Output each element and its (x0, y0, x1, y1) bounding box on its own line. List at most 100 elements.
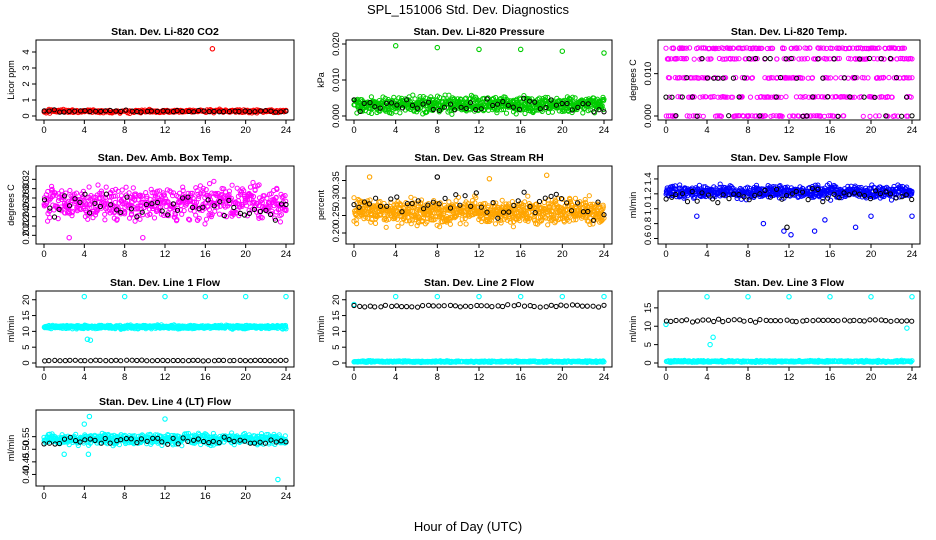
data-point (484, 209, 490, 215)
data-point (893, 195, 899, 201)
data-point (807, 45, 813, 51)
data-point (103, 191, 110, 197)
data-point (277, 219, 283, 225)
data-point (206, 109, 212, 115)
data-point (118, 358, 124, 364)
data-point (209, 46, 216, 52)
data-point (452, 107, 458, 113)
x-tick-label: 0 (351, 125, 356, 136)
data-point (102, 108, 109, 114)
y-tick-label: 0 (331, 360, 342, 365)
data-point (283, 198, 289, 204)
data-point (263, 207, 269, 213)
data-point (52, 357, 58, 363)
data-point (600, 204, 606, 210)
data-point (833, 75, 839, 81)
data-point (532, 210, 538, 216)
data-point (160, 357, 166, 363)
data-point (572, 95, 578, 101)
data-point (388, 196, 394, 202)
data-point (87, 337, 94, 343)
data-point (420, 101, 426, 107)
data-point (733, 75, 739, 81)
data-point (903, 192, 909, 198)
data-point (498, 220, 504, 226)
data-point (72, 108, 78, 114)
data-point (831, 56, 837, 62)
series-0 (41, 293, 289, 343)
data-point (867, 196, 874, 202)
x-tick-label: 24 (281, 125, 292, 136)
data-point (700, 94, 706, 100)
data-point (221, 109, 227, 115)
data-point (447, 101, 454, 107)
data-point (247, 184, 254, 190)
data-point (93, 209, 100, 215)
data-point (472, 200, 478, 206)
y-tick-label: 0.32 (21, 170, 32, 189)
data-point (470, 94, 476, 100)
data-point (663, 45, 669, 51)
data-point (752, 192, 758, 198)
data-point (872, 94, 878, 100)
data-point (757, 191, 763, 197)
data-point (77, 199, 83, 205)
data-point (824, 56, 830, 62)
data-point (478, 106, 484, 112)
data-point (478, 204, 484, 210)
data-point (759, 45, 765, 51)
data-point (567, 195, 573, 201)
data-point (532, 99, 538, 105)
y-axis-label: ml/min (6, 316, 16, 343)
x-tick-label: 20 (866, 249, 877, 260)
data-point (517, 46, 524, 53)
panel-title: Stan. Dev. Line 2 Flow (424, 277, 535, 289)
data-point (372, 104, 378, 110)
x-tick-label: 4 (82, 125, 87, 136)
data-point (47, 205, 53, 211)
data-point (84, 336, 91, 343)
data-point (889, 94, 895, 100)
data-point (762, 113, 769, 119)
x-tick-label: 24 (907, 249, 918, 260)
y-axis-label: percent (316, 189, 326, 220)
y-tick-label: 0.24 (21, 207, 32, 226)
data-point (82, 108, 88, 114)
y-tick-label: 0.20 (21, 226, 32, 245)
data-point (526, 96, 532, 102)
data-point (434, 44, 441, 51)
data-point (760, 220, 767, 227)
data-point (494, 101, 501, 107)
data-point (259, 215, 265, 221)
data-point (859, 75, 865, 81)
data-point (684, 113, 690, 119)
data-point (200, 185, 206, 191)
data-point (351, 97, 357, 103)
data-point (543, 215, 549, 221)
panel-title: Stan. Dev. Line 1 Flow (110, 277, 221, 289)
data-point (236, 202, 243, 208)
data-point (784, 224, 790, 231)
y-axis-label: kPa (316, 72, 326, 88)
x-tick-label: 0 (351, 372, 356, 383)
data-point (891, 75, 897, 81)
data-point (591, 109, 597, 115)
data-point (691, 56, 697, 62)
data-point (726, 113, 732, 119)
data-point (126, 190, 132, 196)
data-point (753, 113, 759, 119)
data-point (357, 108, 363, 115)
x-tick-label: 20 (240, 125, 251, 136)
data-point (180, 184, 186, 190)
data-point (684, 45, 690, 51)
data-point (457, 202, 463, 208)
data-point (809, 194, 815, 200)
data-point (746, 56, 752, 62)
y-tick-label: 2 (21, 81, 32, 86)
data-point (447, 205, 454, 211)
data-point (384, 203, 390, 209)
data-point (377, 203, 384, 209)
data-point (744, 45, 750, 51)
data-point (731, 56, 737, 62)
data-point (868, 213, 874, 219)
